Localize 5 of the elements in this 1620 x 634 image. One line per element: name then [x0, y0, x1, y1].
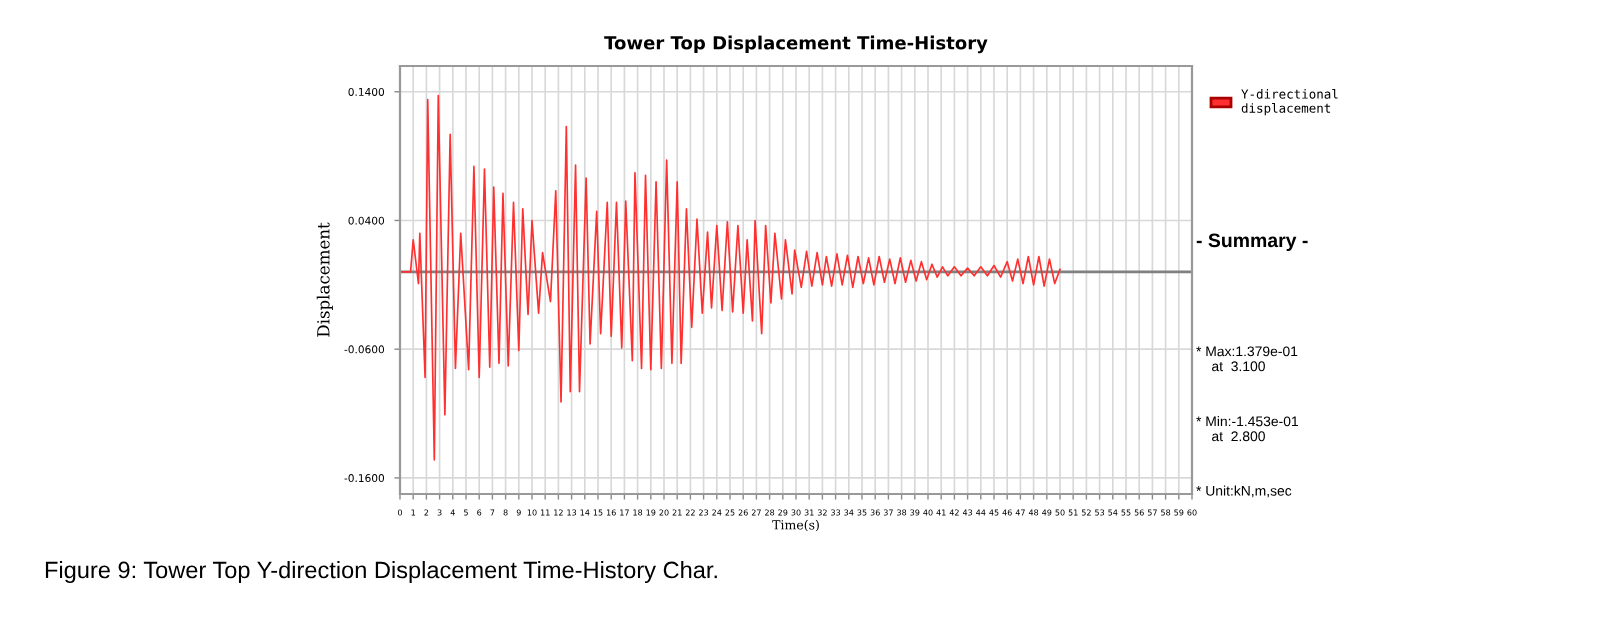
caption: Figure 9: Tower Top Y-direction Displacement Time-History Char. [45, 560, 717, 583]
text: - Summary - [1196, 233, 1308, 252]
y-axis-title: Displacement [316, 222, 333, 337]
chart-title: Tower Top Displacement Time-History [604, 35, 988, 54]
line-series [400, 94, 1061, 461]
